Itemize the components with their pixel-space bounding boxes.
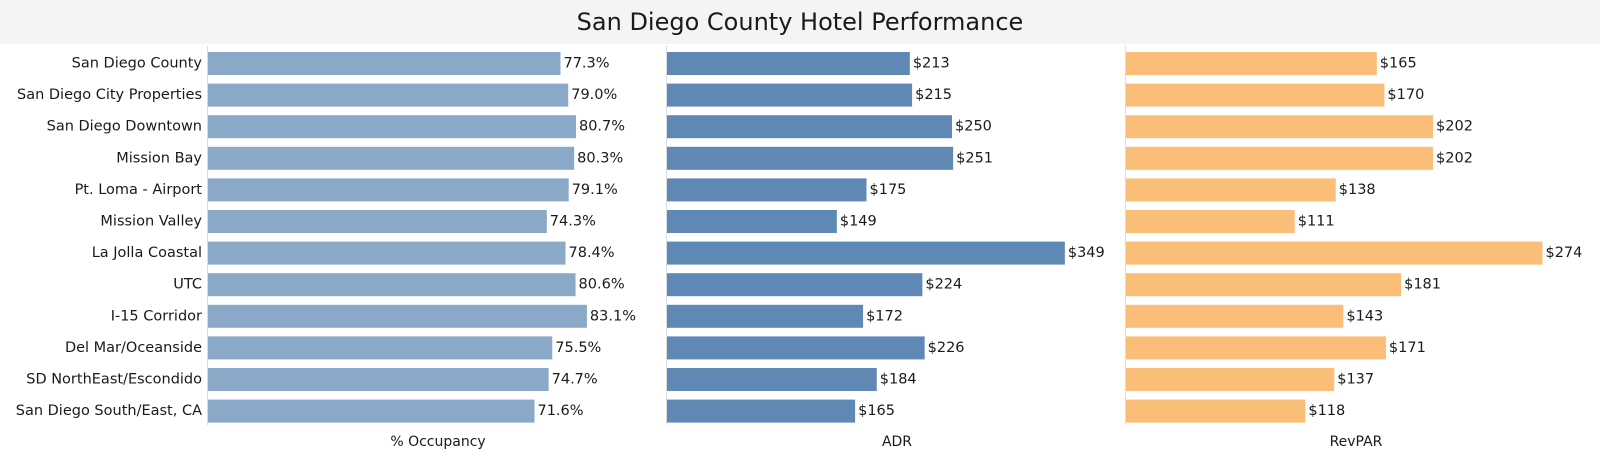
category-label: Del Mar/Oceanside	[65, 340, 202, 356]
data-label: 74.3%	[550, 214, 596, 230]
bar[interactable]	[1126, 273, 1402, 297]
bar[interactable]	[1126, 178, 1336, 202]
category-label: San Diego Downtown	[47, 119, 202, 135]
data-label: 75.5%	[555, 340, 601, 356]
bar[interactable]	[208, 336, 553, 360]
category-label: Mission Valley	[100, 214, 202, 230]
bar[interactable]	[1126, 83, 1385, 107]
data-label: $143	[1346, 308, 1383, 324]
series-axis-title: ADR	[882, 434, 912, 450]
data-label: $149	[840, 214, 877, 230]
bar[interactable]	[208, 83, 569, 107]
data-label: 80.7%	[579, 119, 625, 135]
bar[interactable]	[667, 146, 954, 170]
category-label: Pt. Loma - Airport	[75, 182, 203, 198]
bar[interactable]	[667, 241, 1065, 265]
data-label: $111	[1298, 214, 1335, 230]
data-label: 83.1%	[590, 308, 636, 324]
bar[interactable]	[667, 52, 910, 75]
bar[interactable]	[667, 115, 952, 139]
data-label: $251	[956, 150, 993, 166]
data-label: $213	[913, 56, 950, 72]
bar[interactable]	[1126, 210, 1295, 233]
data-label: 79.1%	[572, 182, 618, 198]
bar[interactable]	[1126, 241, 1543, 265]
bar[interactable]	[208, 368, 549, 391]
category-label: Mission Bay	[116, 150, 202, 166]
data-label: $165	[858, 403, 895, 419]
data-label: $175	[870, 182, 907, 198]
data-label: 78.4%	[569, 245, 615, 261]
bar[interactable]	[667, 210, 837, 233]
bar[interactable]	[208, 241, 566, 265]
bar[interactable]	[1126, 146, 1434, 170]
data-label: $165	[1380, 56, 1417, 72]
data-label: $202	[1436, 150, 1473, 166]
category-label: La Jolla Coastal	[92, 245, 202, 261]
category-label: San Diego South/East, CA	[16, 403, 202, 419]
category-label: San Diego City Properties	[17, 87, 202, 103]
category-label: San Diego County	[72, 56, 203, 72]
data-label: $172	[866, 308, 903, 324]
bar[interactable]	[667, 273, 923, 297]
data-label: $224	[925, 277, 962, 293]
bar[interactable]	[667, 83, 913, 107]
series-axis-title: RevPAR	[1330, 434, 1383, 450]
bar[interactable]	[1126, 115, 1434, 139]
data-label: $137	[1337, 372, 1374, 388]
bar[interactable]	[1126, 336, 1386, 360]
bar[interactable]	[208, 210, 547, 233]
data-label: $118	[1308, 403, 1345, 419]
data-label: 71.6%	[537, 403, 583, 419]
bar[interactable]	[208, 399, 535, 423]
data-label: $171	[1389, 340, 1426, 356]
bar[interactable]	[208, 304, 587, 328]
data-label: 74.7%	[552, 372, 598, 388]
bar[interactable]	[667, 304, 864, 328]
bar[interactable]	[1126, 368, 1335, 391]
bar[interactable]	[1126, 399, 1306, 423]
data-label: $170	[1387, 87, 1424, 103]
data-label: $138	[1339, 182, 1376, 198]
bar[interactable]	[208, 115, 576, 139]
data-label: 77.3%	[563, 56, 609, 72]
series-axis-title: % Occupancy	[390, 434, 485, 450]
data-label: $226	[928, 340, 965, 356]
data-label: $181	[1404, 277, 1441, 293]
data-label: $184	[880, 372, 917, 388]
bar[interactable]	[1126, 52, 1377, 75]
category-label: I-15 Corridor	[111, 308, 202, 324]
data-label: $215	[915, 87, 952, 103]
category-label: SD NorthEast/Escondido	[26, 372, 202, 388]
bar[interactable]	[667, 336, 925, 360]
bar[interactable]	[208, 52, 561, 75]
bar[interactable]	[208, 273, 576, 297]
chart-title: San Diego County Hotel Performance	[576, 8, 1024, 36]
bar[interactable]	[667, 178, 867, 202]
data-label: 80.3%	[577, 150, 623, 166]
bar[interactable]	[208, 146, 575, 170]
bar[interactable]	[1126, 304, 1344, 328]
title-bar	[0, 0, 1600, 44]
data-label: 79.0%	[571, 87, 617, 103]
bar[interactable]	[667, 368, 877, 391]
data-label: $349	[1068, 245, 1105, 261]
data-label: 80.6%	[579, 277, 625, 293]
category-label: UTC	[173, 277, 202, 293]
data-label: $250	[955, 119, 992, 135]
data-label: $274	[1545, 245, 1582, 261]
bar[interactable]	[667, 399, 856, 423]
bar[interactable]	[208, 178, 569, 202]
data-label: $202	[1436, 119, 1473, 135]
